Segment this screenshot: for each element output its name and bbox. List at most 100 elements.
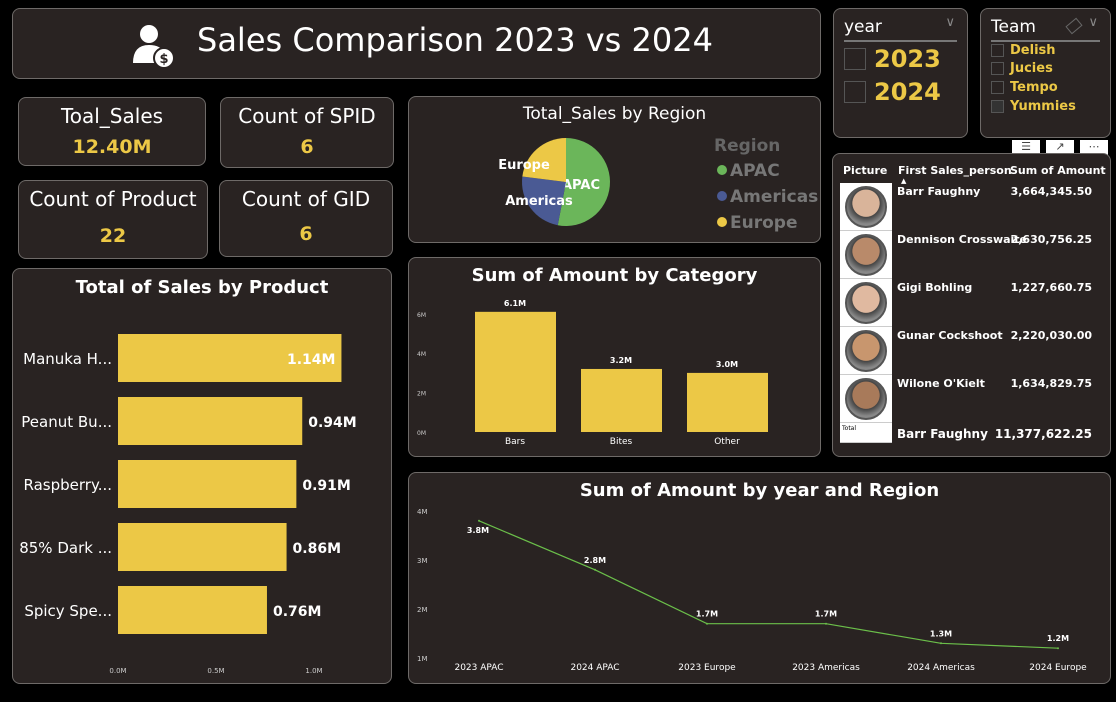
checkbox[interactable] <box>991 62 1004 75</box>
chart-title: Total_Sales by Region <box>522 104 707 124</box>
slicer-title: Team <box>991 17 1036 37</box>
salesperson-name: Gunar Cockshoot <box>897 329 1003 342</box>
category-bar-chart: 0M 2M 4M 6M 6.1M Bars 3.2M Bites 3.0M Other <box>417 299 768 447</box>
column-header-amount[interactable]: Sum of Amount <box>1010 164 1106 177</box>
kpi-value: 6 <box>299 223 313 245</box>
amount: 2,630,756.25 <box>1010 233 1092 246</box>
picture-cell <box>840 375 892 423</box>
amount: 3,664,345.50 <box>1010 185 1092 198</box>
data-label: 0.91M <box>302 478 350 494</box>
team-slicer: Team ∨ Delish Jucies Tempo Yummies <box>980 8 1111 138</box>
filter-icon[interactable]: ☰ <box>1012 140 1040 156</box>
kpi-count-gid: Count of GID 6 <box>219 180 393 257</box>
avatar <box>845 186 887 228</box>
x-tick-label: 2024 APAC <box>570 663 619 673</box>
product-bar-chart: Manuka H... 1.14M Peanut Bu... 0.94M Raspber… <box>19 334 357 675</box>
data-label: 6.1M <box>504 299 526 308</box>
salesperson-name: Dennison Crosswaite <box>897 233 1028 246</box>
region-pie-panel: Total_Sales by Region APAC APAC Americas Am… <box>408 96 821 243</box>
data-point <box>940 642 942 645</box>
total-name: Barr Faughny <box>897 427 988 441</box>
legend-item: APAC <box>730 161 780 181</box>
data-label: 0.86M <box>293 541 341 557</box>
kpi-total-sales: Toal_Sales 12.40M <box>18 97 206 166</box>
team-option-tempo[interactable]: Tempo <box>991 80 1058 95</box>
salesperson-table: Picture First Sales_person ▲ Sum of Amou… <box>832 153 1111 457</box>
team-option-delish[interactable]: Delish <box>991 43 1056 58</box>
y-tick-label: 2M <box>417 391 426 398</box>
x-tick-label: Bites <box>610 437 633 447</box>
amount: 2,220,030.00 <box>1010 329 1092 342</box>
kpi-label: Count of Product <box>29 187 197 211</box>
data-label: 3.8M <box>467 526 489 535</box>
option-label: 2024 <box>874 78 941 106</box>
data-label: 1.3M <box>930 629 952 638</box>
sort-ascending-icon: ▲ <box>901 177 907 185</box>
salesperson-name: Barr Faughny <box>897 185 981 198</box>
checkbox[interactable] <box>991 81 1004 94</box>
slice-label: Europe <box>498 158 550 173</box>
product-label: Manuka H... <box>23 350 112 368</box>
table-row[interactable]: Gunar Cockshoot 2,220,030.00 <box>833 327 1110 375</box>
category-chart-panel: Sum of Amount by Category 0M 2M 4M 6M 6.1M Ba… <box>408 257 821 457</box>
option-label: Tempo <box>1010 80 1058 95</box>
focus-mode-icon[interactable]: ↗ <box>1046 140 1074 156</box>
table-row[interactable]: Dennison Crosswaite 2,630,756.25 <box>833 231 1110 279</box>
checkbox[interactable] <box>991 100 1004 113</box>
more-options-icon[interactable]: ⋯ <box>1080 140 1108 156</box>
x-tick-label: Other <box>714 437 740 447</box>
kpi-value: 12.40M <box>72 136 152 158</box>
page-title: Sales Comparison 2023 vs 2024 <box>197 21 713 59</box>
year-slicer: year ∨ 2023 2024 <box>833 8 968 138</box>
product-bar <box>118 586 267 634</box>
chevron-down-icon[interactable]: ∨ <box>1088 15 1098 30</box>
table-row[interactable]: Barr Faughny 3,664,345.50 <box>833 183 1110 231</box>
pie-slice-apac <box>557 138 610 226</box>
year-option-2024[interactable]: 2024 <box>844 78 941 106</box>
data-label: 3.0M <box>716 360 738 369</box>
legend-marker <box>717 165 727 175</box>
category-bar <box>687 372 768 432</box>
picture-cell: Total <box>840 423 892 443</box>
legend-title: Region <box>714 136 780 156</box>
checkbox[interactable] <box>844 81 866 103</box>
column-header-picture[interactable]: Picture <box>843 164 888 177</box>
data-label: 1.2M <box>1047 634 1069 643</box>
chevron-down-icon[interactable]: ∨ <box>945 15 955 30</box>
column-header-salesperson[interactable]: First Sales_person <box>898 164 1012 177</box>
data-label: 1.14M <box>287 352 335 368</box>
y-tick-label: 6M <box>417 312 426 319</box>
table-row[interactable]: Wilone O'Kielt 1,634,829.75 <box>833 375 1110 423</box>
pie-slice-europe <box>522 138 566 182</box>
data-point <box>478 519 480 522</box>
legend-marker <box>717 191 727 201</box>
slice-label: APAC <box>562 178 600 193</box>
option-label: Yummies <box>1010 99 1076 114</box>
series-line <box>478 520 1059 649</box>
data-label: 3.2M <box>610 356 632 365</box>
x-tick-label: 2023 Americas <box>792 663 860 673</box>
team-option-jucies[interactable]: Jucies <box>991 61 1053 76</box>
data-label: 2.8M <box>584 556 606 565</box>
avatar <box>845 378 887 420</box>
checkbox[interactable] <box>991 44 1004 57</box>
product-chart-panel: Total of Sales by Product Manuka H... 1.1… <box>12 268 392 684</box>
product-bar <box>118 334 342 382</box>
eraser-icon[interactable] <box>1065 17 1083 35</box>
y-tick-label: 0M <box>417 430 426 437</box>
avatar <box>845 282 887 324</box>
kpi-count-spid: Count of SPID 6 <box>220 97 394 168</box>
category-bar <box>475 311 556 432</box>
data-label: 0.76M <box>273 604 321 620</box>
table-row[interactable]: Gigi Bohling 1,227,660.75 <box>833 279 1110 327</box>
year-region-line-panel: Sum of Amount by year and Region 1M 2M 3M 4… <box>408 472 1111 684</box>
product-label: Peanut Bu... <box>21 413 112 431</box>
amount: 1,227,660.75 <box>1010 281 1092 294</box>
data-label: 0.94M <box>308 415 356 431</box>
year-option-2023[interactable]: 2023 <box>844 45 941 73</box>
checkbox[interactable] <box>844 48 866 70</box>
data-label: 1.7M <box>815 610 837 619</box>
x-tick-label: 2024 Europe <box>1029 663 1087 673</box>
team-option-yummies[interactable]: Yummies <box>991 99 1076 114</box>
